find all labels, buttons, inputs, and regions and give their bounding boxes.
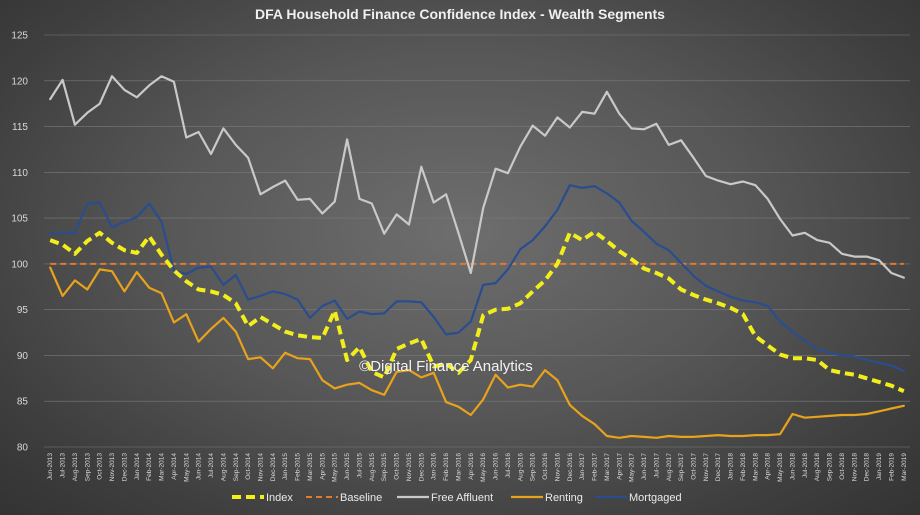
x-tick-label: Oct-2014	[245, 453, 252, 480]
x-tick-label: Aug-2015	[369, 453, 376, 482]
x-tick-label: Jan-2016	[431, 453, 438, 480]
x-tick-label: Feb-2016	[443, 453, 450, 481]
x-tick-label: Sep-2016	[530, 453, 537, 482]
y-tick-label: 120	[11, 76, 28, 87]
x-tick-label: May-2016	[480, 453, 487, 482]
series-lines	[49, 75, 905, 439]
x-tick-label: Jan-2015	[282, 453, 289, 480]
legend: Index Baseline Free Affluent Renting Mortgag…	[232, 492, 682, 504]
x-tick-label: May-2017	[629, 453, 636, 482]
watermark: ©Digital Finance Analytics	[359, 358, 533, 375]
x-tick-label: Oct-2015	[394, 453, 401, 480]
y-tick-label: 80	[17, 443, 29, 454]
x-tick-label: Jun-2014	[196, 453, 203, 480]
x-tick-label: Mar-2016	[455, 453, 462, 481]
x-tick-label: Jul-2016	[505, 453, 512, 478]
x-tick-label: Jan-2014	[134, 453, 141, 480]
x-tick-label: Jun-2017	[641, 453, 648, 480]
x-tick-label: Sep-2018	[827, 453, 834, 482]
x-tick-label: Dec-2014	[270, 453, 277, 482]
y-tick-label: 95	[17, 305, 29, 316]
legend-label: Mortgaged	[629, 492, 682, 504]
x-tick-label: Apr-2014	[171, 453, 178, 480]
x-tick-label: Mar-2014	[159, 453, 166, 481]
x-tick-label: Jun-2015	[344, 453, 351, 480]
x-tick-label: Feb-2018	[740, 453, 747, 481]
legend-label: Free Affluent	[431, 492, 493, 504]
x-tick-label: May-2015	[332, 453, 339, 482]
x-tick-label: Sep-2013	[84, 453, 91, 482]
x-tick-label: Mar-2015	[307, 453, 314, 481]
x-tick-label: Dec-2018	[864, 453, 871, 482]
x-tick-label: Mar-2019	[901, 453, 908, 481]
y-tick-label: 90	[17, 351, 29, 362]
y-tick-label: 100	[11, 259, 28, 270]
x-tick-label: Nov-2016	[554, 453, 561, 482]
x-tick-label: Aug-2013	[72, 453, 79, 482]
x-tick-label: Jul-2015	[356, 453, 363, 478]
x-tick-label: Nov-2013	[109, 453, 116, 482]
x-tick-label: Aug-2016	[517, 453, 524, 482]
y-tick-label: 110	[12, 168, 28, 179]
x-tick-label: Feb-2014	[146, 453, 153, 481]
x-tick-label: Jun-2018	[789, 453, 796, 480]
legend-label: Baseline	[340, 492, 382, 504]
y-tick-label: 85	[17, 397, 29, 408]
x-tick-label: Feb-2017	[592, 453, 599, 481]
x-tick-label: Oct-2017	[691, 453, 698, 480]
x-tick-label: Jan-2018	[728, 453, 735, 480]
x-tick-label: Jul-2017	[653, 453, 660, 478]
y-axis: 80 85 90 95 100 105 110 115 120 125	[11, 31, 28, 454]
x-tick-label: Apr-2018	[765, 453, 772, 480]
y-tick-label: 105	[11, 214, 28, 225]
series-line-mortgaged	[49, 184, 905, 373]
y-tick-label: 125	[11, 31, 28, 42]
x-tick-label: Jul-2018	[802, 453, 809, 478]
x-tick-label: Mar-2017	[604, 453, 611, 481]
x-tick-label: Dec-2017	[715, 453, 722, 482]
legend-label: Index	[266, 492, 293, 504]
grid-lines	[44, 34, 910, 448]
x-tick-label: Jun-2013	[47, 453, 54, 480]
x-tick-label: Dec-2013	[121, 453, 128, 482]
x-tick-label: Sep-2015	[381, 453, 388, 482]
x-tick-label: Feb-2015	[295, 453, 302, 481]
x-tick-label: Aug-2017	[666, 453, 673, 482]
x-tick-label: Oct-2018	[839, 453, 846, 480]
x-tick-label: Dec-2015	[418, 453, 425, 482]
x-tick-label: Oct-2013	[97, 453, 104, 480]
x-tick-label: Jun-2016	[493, 453, 500, 480]
x-tick-label: Aug-2018	[814, 453, 821, 482]
x-tick-label: May-2018	[777, 453, 784, 482]
chart-title: DFA Household Finance Confidence Index -…	[255, 6, 665, 22]
x-tick-label: Feb-2019	[888, 453, 895, 481]
x-axis: Jun-2013 Jul-2013 Aug-2013 Sep-2013 Oct-2013…	[47, 453, 908, 482]
x-tick-label: Sep-2017	[678, 453, 685, 482]
legend-label: Renting	[545, 492, 583, 504]
x-tick-label: Dec-2016	[567, 453, 574, 482]
x-tick-label: Aug-2014	[220, 453, 227, 482]
x-tick-label: Jul-2014	[208, 453, 215, 478]
x-tick-label: Nov-2018	[851, 453, 858, 482]
x-tick-label: Apr-2017	[616, 453, 623, 480]
x-tick-label: Nov-2014	[258, 453, 265, 482]
x-tick-label: Mar-2018	[752, 453, 759, 481]
x-tick-label: May-2014	[183, 453, 190, 482]
x-tick-label: Nov-2015	[406, 453, 413, 482]
x-tick-label: Oct-2016	[542, 453, 549, 480]
x-tick-label: Jan-2019	[876, 453, 883, 480]
y-tick-label: 115	[12, 122, 28, 133]
series-line-renting	[49, 266, 905, 439]
series-line-index	[49, 229, 905, 394]
x-tick-label: Sep-2014	[233, 453, 240, 482]
x-tick-label: Jul-2013	[60, 453, 67, 478]
series-line-free-affluent	[49, 75, 905, 279]
x-tick-label: Apr-2016	[468, 453, 475, 480]
x-tick-label: Nov-2017	[703, 453, 710, 482]
x-tick-label: Jan-2017	[579, 453, 586, 480]
x-tick-label: Apr-2015	[319, 453, 326, 480]
